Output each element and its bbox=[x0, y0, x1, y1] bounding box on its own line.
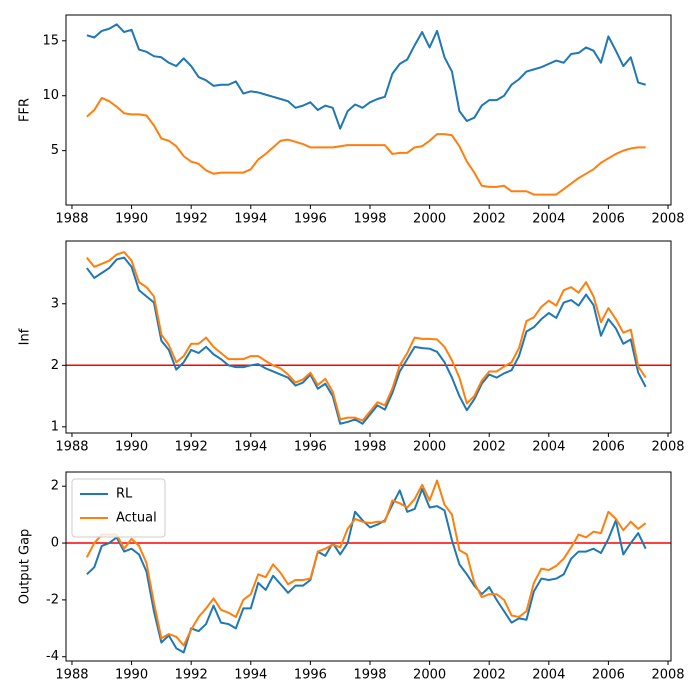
x-tick-label: 1992 bbox=[175, 440, 208, 455]
x-tick-label: 2006 bbox=[592, 440, 625, 455]
x-tick-label: 1990 bbox=[115, 212, 148, 227]
x-tick-label: 1990 bbox=[115, 440, 148, 455]
x-tick-label: 1996 bbox=[294, 668, 327, 683]
x-tick-label: 1998 bbox=[353, 668, 386, 683]
x-tick-label: 2006 bbox=[592, 668, 625, 683]
y-tick-label: 15 bbox=[42, 33, 59, 48]
panel: 1988 1990 1992 1994 1996 1998 2000 2002 2004 2006… bbox=[18, 14, 685, 227]
axes-frame bbox=[65, 471, 672, 662]
y-axis-label: Inf bbox=[18, 328, 33, 345]
x-tick-label: 1994 bbox=[234, 440, 267, 455]
panel: 1988 1990 1992 1994 1996 1998 2000 2002 2004 2006… bbox=[18, 471, 685, 683]
x-tick-label: 1996 bbox=[294, 440, 327, 455]
legend-label: RL bbox=[116, 487, 133, 502]
x-tick-label: 1994 bbox=[234, 668, 267, 683]
data-line bbox=[86, 256, 647, 425]
data-line bbox=[85, 479, 647, 647]
x-tick-label: 2000 bbox=[413, 440, 446, 455]
x-tick-label: 1988 bbox=[55, 212, 88, 227]
x-tick-label: 1988 bbox=[55, 440, 88, 455]
x-tick-label: 1992 bbox=[175, 212, 208, 227]
x-tick-label: 1988 bbox=[55, 668, 88, 683]
x-tick-label: 1990 bbox=[115, 668, 148, 683]
y-tick-label: -2 bbox=[46, 592, 59, 607]
x-tick-label: 2004 bbox=[532, 212, 565, 227]
axes-frame bbox=[65, 240, 672, 434]
panel: 1988 1990 1992 1994 1996 1998 2000 2002 2004 2006… bbox=[18, 240, 685, 455]
data-line bbox=[86, 96, 646, 196]
x-tick-label: 1998 bbox=[353, 212, 386, 227]
y-tick-label: 3 bbox=[51, 296, 59, 311]
legend-label: Actual bbox=[116, 511, 157, 526]
data-line bbox=[86, 23, 646, 130]
y-axis-label: Output Gap bbox=[18, 529, 33, 605]
data-line bbox=[86, 251, 647, 422]
y-axis-label: FFR bbox=[18, 98, 33, 122]
x-tick-label: 2004 bbox=[532, 668, 565, 683]
y-tick-label: 2 bbox=[51, 479, 59, 494]
x-tick-label: 1994 bbox=[234, 212, 267, 227]
x-tick-label: 2008 bbox=[651, 212, 684, 227]
y-tick-label: 1 bbox=[51, 419, 59, 434]
x-tick-label: 1998 bbox=[353, 440, 386, 455]
y-tick-label: 0 bbox=[51, 536, 59, 551]
x-tick-label: 2008 bbox=[651, 440, 684, 455]
x-tick-label: 1992 bbox=[175, 668, 208, 683]
x-tick-label: 2000 bbox=[413, 212, 446, 227]
axes-frame bbox=[65, 14, 672, 206]
x-tick-label: 2000 bbox=[413, 668, 446, 683]
x-tick-label: 2008 bbox=[651, 668, 684, 683]
x-tick-label: 2004 bbox=[532, 440, 565, 455]
data-line bbox=[86, 488, 647, 654]
x-tick-label: 2006 bbox=[592, 212, 625, 227]
x-tick-label: 1996 bbox=[294, 212, 327, 227]
x-tick-label: 2002 bbox=[473, 668, 506, 683]
y-tick-label: 10 bbox=[42, 88, 59, 103]
x-tick-label: 2002 bbox=[473, 440, 506, 455]
y-tick-label: 2 bbox=[51, 358, 59, 373]
y-tick-label: -4 bbox=[46, 649, 59, 664]
x-tick-label: 2002 bbox=[473, 212, 506, 227]
y-tick-label: 5 bbox=[51, 143, 59, 158]
